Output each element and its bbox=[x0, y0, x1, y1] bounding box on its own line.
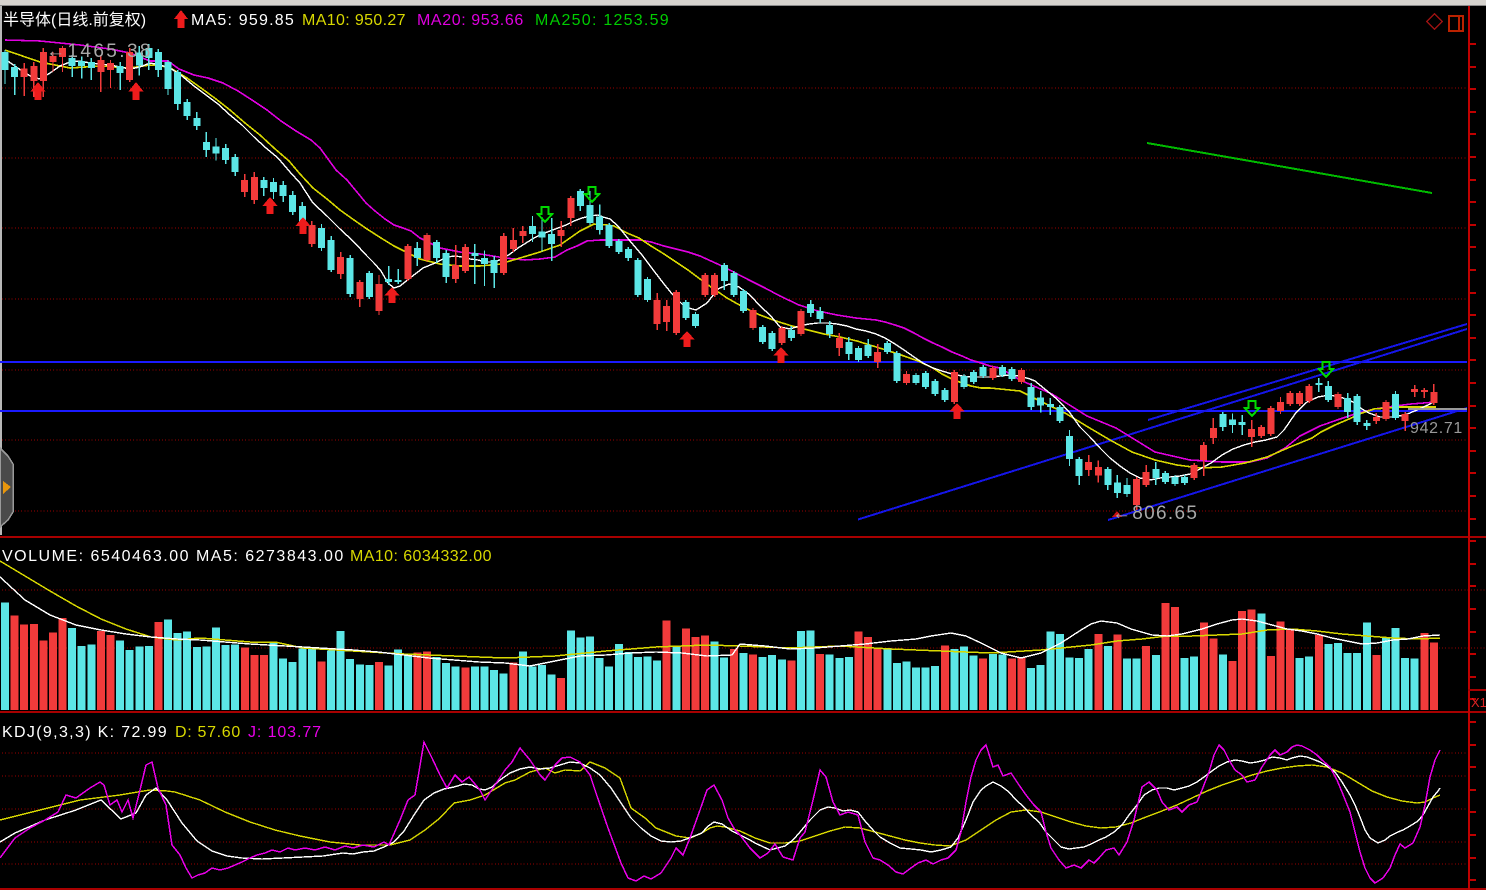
svg-text:VOLUME: 6540463.00 MA5: 627384: VOLUME: 6540463.00 MA5: 6273843.00 bbox=[2, 548, 345, 565]
svg-text:MA10: 6034332.00: MA10: 6034332.00 bbox=[350, 548, 492, 565]
svg-text:MA20: 953.66: MA20: 953.66 bbox=[417, 12, 524, 29]
svg-text:MA10: 950.27: MA10: 950.27 bbox=[302, 12, 406, 29]
svg-text:MA5: 959.85: MA5: 959.85 bbox=[191, 12, 295, 29]
svg-text:KDJ(9,3,3) K: 72.99: KDJ(9,3,3) K: 72.99 bbox=[2, 724, 168, 741]
svg-text:D: 57.60: D: 57.60 bbox=[175, 724, 241, 741]
svg-text:MA250: 1253.59: MA250: 1253.59 bbox=[535, 12, 670, 29]
svg-text:942.71: 942.71 bbox=[1410, 420, 1463, 437]
svg-text:←806.65: ←806.65 bbox=[1112, 503, 1198, 524]
svg-text:半导体(日线.前复权): 半导体(日线.前复权) bbox=[3, 11, 146, 29]
svg-text:X1: X1 bbox=[1471, 695, 1486, 710]
svg-text:J: 103.77: J: 103.77 bbox=[248, 724, 322, 741]
svg-text:←1465.38: ←1465.38 bbox=[46, 41, 153, 62]
